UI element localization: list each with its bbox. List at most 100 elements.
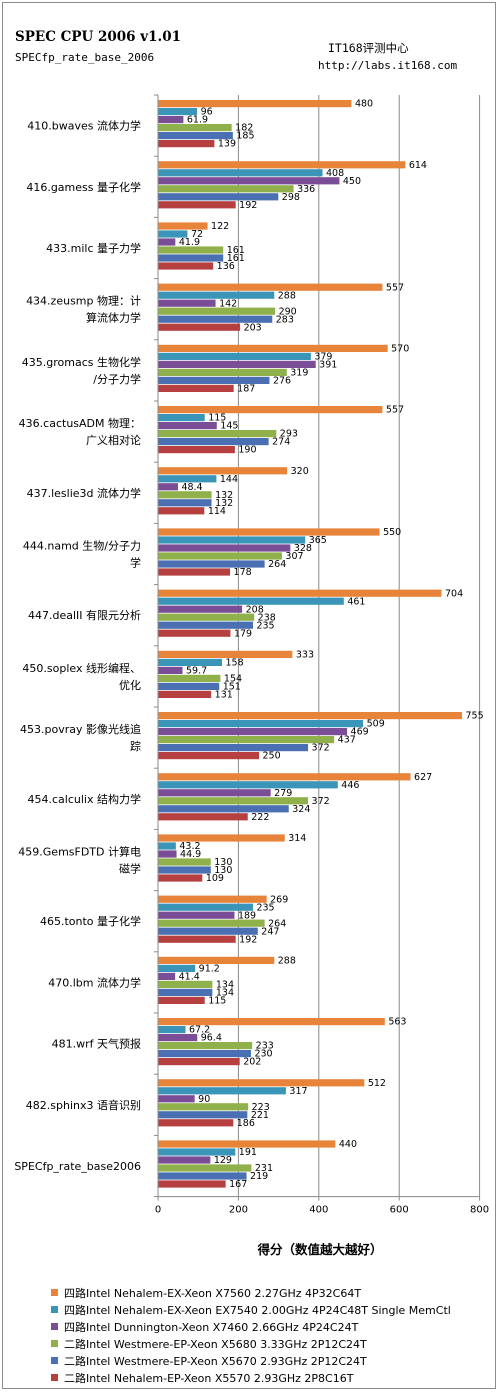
data-label: 264 bbox=[268, 559, 286, 570]
legend-label: 四路Intel Dunnington-Xeon X7460 2.66GHz 4P… bbox=[64, 1321, 359, 1334]
bar bbox=[158, 528, 380, 536]
bar bbox=[158, 1079, 365, 1087]
data-label: 372 bbox=[312, 743, 330, 754]
data-label: 151 bbox=[223, 682, 241, 693]
legend-swatch bbox=[51, 1340, 58, 1347]
data-label: 178 bbox=[234, 567, 252, 578]
data-label: 145 bbox=[220, 421, 238, 432]
bar bbox=[158, 307, 276, 315]
bar bbox=[158, 1172, 247, 1180]
bar bbox=[158, 430, 277, 438]
chart-title: SPEC CPU 2006 v1.01 bbox=[15, 29, 182, 45]
data-label: 704 bbox=[445, 588, 463, 599]
bar bbox=[158, 1087, 286, 1095]
category-label: 433.milc 量子力学 bbox=[46, 241, 141, 255]
data-label: 223 bbox=[252, 1102, 270, 1113]
bar bbox=[158, 842, 176, 850]
bar bbox=[158, 446, 235, 454]
bar bbox=[158, 658, 223, 666]
bar bbox=[158, 499, 212, 507]
bar bbox=[158, 422, 217, 430]
bar bbox=[158, 414, 205, 422]
category-label: 学 bbox=[130, 556, 141, 570]
data-label: 59.7 bbox=[186, 666, 207, 677]
data-label: 324 bbox=[292, 804, 310, 815]
bar bbox=[158, 507, 205, 515]
data-label: 274 bbox=[272, 437, 290, 448]
bar bbox=[158, 230, 188, 238]
bar bbox=[158, 124, 232, 132]
data-label: 328 bbox=[294, 543, 312, 554]
data-label: 136 bbox=[217, 261, 235, 272]
bar bbox=[158, 291, 275, 299]
legend-label: 四路Intel Nehalem-EX-Xeon EX7540 2.00GHz 4… bbox=[64, 1304, 451, 1317]
data-label: 372 bbox=[312, 796, 330, 807]
data-label: 230 bbox=[254, 1049, 272, 1060]
data-label: 167 bbox=[229, 1179, 247, 1190]
bar bbox=[158, 773, 411, 781]
legend-swatch bbox=[51, 1374, 58, 1381]
data-label: 90 bbox=[198, 1094, 210, 1105]
category-labels: 410.bwaves 流体力学 416.gamess 量子化学 433.milc 量… bbox=[14, 119, 141, 1173]
bar bbox=[158, 323, 241, 331]
category-label: 454.calculix 结构力学 bbox=[28, 792, 141, 806]
category-label: SPECfp_rate_base2006 bbox=[14, 1160, 141, 1173]
category-label: 416.gamess 量子化学 bbox=[26, 180, 141, 194]
category-label: 482.sphinx3 语音识别 bbox=[26, 1098, 141, 1112]
bar bbox=[158, 650, 293, 658]
category-label: 磁学 bbox=[119, 862, 141, 876]
bar bbox=[158, 108, 198, 116]
category-label: 459.GemsFDTD 计算电 bbox=[18, 845, 141, 859]
data-label: 189 bbox=[238, 910, 256, 921]
bar bbox=[158, 406, 383, 414]
data-label: 298 bbox=[282, 192, 300, 203]
bar bbox=[158, 384, 234, 392]
bar bbox=[158, 629, 231, 637]
data-label: 461 bbox=[347, 596, 365, 607]
data-label: 44.9 bbox=[180, 849, 201, 860]
bar bbox=[158, 262, 214, 270]
legend-swatch bbox=[51, 1289, 58, 1296]
data-label: 61.9 bbox=[187, 115, 208, 126]
data-label: 317 bbox=[289, 1086, 307, 1097]
bar bbox=[158, 858, 211, 866]
bar bbox=[158, 475, 217, 483]
data-label: 440 bbox=[339, 1139, 357, 1150]
bar bbox=[158, 344, 388, 352]
bar bbox=[158, 813, 248, 821]
data-label: 450 bbox=[343, 176, 361, 187]
bar bbox=[158, 1111, 248, 1119]
bar bbox=[158, 491, 212, 499]
data-label: 269 bbox=[270, 894, 288, 905]
bar bbox=[158, 919, 265, 927]
legend-label: 四路Intel Nehalem-EX-Xeon X7560 2.27GHz 4P… bbox=[64, 1287, 362, 1300]
bar bbox=[158, 597, 344, 605]
category-label: 广义相对论 bbox=[86, 433, 141, 447]
data-label: 185 bbox=[236, 131, 254, 142]
bar bbox=[158, 352, 311, 360]
data-label: 129 bbox=[214, 1155, 232, 1166]
bar bbox=[158, 666, 183, 674]
bar bbox=[158, 254, 224, 262]
data-label: 550 bbox=[383, 527, 401, 538]
bar bbox=[158, 805, 289, 813]
data-label: 288 bbox=[278, 956, 296, 967]
legend-label: 二路Intel Westmere-EP-Xeon X5670 2.93GHz 2… bbox=[64, 1355, 367, 1368]
grid-lines bbox=[237, 95, 481, 1197]
data-label: 134 bbox=[216, 988, 234, 999]
bar bbox=[158, 996, 205, 1004]
data-label: 233 bbox=[256, 1041, 274, 1052]
bar bbox=[158, 193, 279, 201]
bar bbox=[158, 169, 323, 177]
bar bbox=[158, 360, 316, 368]
data-label: 320 bbox=[291, 466, 309, 477]
bar bbox=[158, 100, 352, 108]
bar bbox=[158, 744, 309, 752]
data-label: 122 bbox=[211, 221, 229, 232]
legend-swatch bbox=[51, 1323, 58, 1330]
data-label: 391 bbox=[319, 360, 337, 371]
bar bbox=[158, 956, 275, 964]
data-label: 43.2 bbox=[179, 841, 200, 852]
data-label: 161 bbox=[227, 253, 245, 264]
